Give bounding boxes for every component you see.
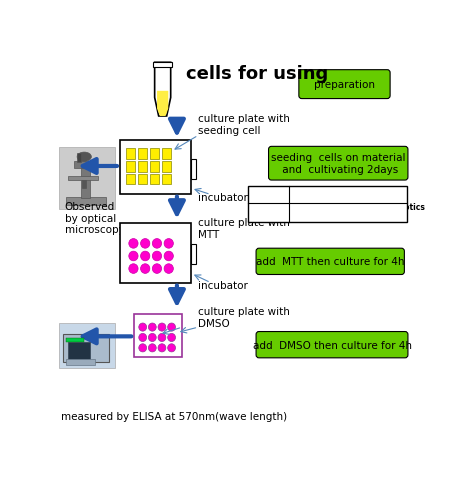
Circle shape: [139, 344, 146, 352]
Bar: [77, 154, 81, 163]
Bar: [126, 162, 135, 172]
Bar: [161, 175, 170, 185]
Circle shape: [140, 239, 150, 249]
Circle shape: [148, 324, 156, 332]
Text: Cell: Cell: [250, 191, 269, 200]
Text: preparation: preparation: [313, 80, 374, 90]
Bar: [120, 141, 191, 194]
Bar: [191, 159, 196, 180]
Text: DMEM+10%FBS+1%antibiotics
37℃ with 5% CO₂: DMEM+10%FBS+1%antibiotics 37℃ with 5% CO…: [291, 203, 424, 222]
Bar: [126, 149, 135, 159]
Circle shape: [167, 334, 175, 342]
Bar: [150, 175, 158, 185]
Circle shape: [152, 239, 161, 249]
Text: Culture
conditions: Culture conditions: [250, 204, 299, 223]
Circle shape: [158, 334, 166, 342]
FancyBboxPatch shape: [256, 332, 407, 358]
Bar: [161, 162, 170, 172]
Bar: [150, 162, 158, 172]
Text: Observed
by optical
microscopy: Observed by optical microscopy: [64, 202, 124, 235]
Bar: [66, 198, 106, 205]
Circle shape: [167, 324, 175, 332]
Bar: [80, 166, 90, 199]
Circle shape: [139, 334, 146, 342]
Text: L929 Cell: L929 Cell: [291, 191, 338, 200]
Circle shape: [148, 344, 156, 352]
Text: seeding  cells on material
 and  cultivating 2days: seeding cells on material and cultivatin…: [270, 153, 405, 175]
Bar: [73, 162, 96, 168]
Bar: [138, 175, 147, 185]
Bar: [161, 149, 170, 159]
Circle shape: [129, 252, 138, 261]
Circle shape: [148, 334, 156, 342]
Text: cells for using: cells for using: [185, 65, 328, 83]
Bar: [150, 149, 158, 159]
Circle shape: [164, 252, 173, 261]
Circle shape: [140, 252, 150, 261]
Bar: [63, 335, 109, 362]
Circle shape: [164, 239, 173, 249]
Bar: [138, 149, 147, 159]
Text: add  DMSO then culture for 4h: add DMSO then culture for 4h: [252, 340, 411, 350]
Bar: [82, 180, 86, 189]
Bar: [68, 342, 90, 359]
Bar: [138, 162, 147, 172]
FancyBboxPatch shape: [298, 71, 389, 99]
Circle shape: [158, 324, 166, 332]
Bar: [59, 324, 114, 368]
Polygon shape: [157, 92, 168, 117]
Circle shape: [167, 344, 175, 352]
Circle shape: [129, 264, 138, 274]
Text: culture plate with
seeding cell: culture plate with seeding cell: [198, 114, 290, 136]
Circle shape: [152, 264, 161, 274]
Text: incubator: incubator: [198, 193, 248, 203]
Bar: [59, 148, 114, 209]
Circle shape: [152, 252, 161, 261]
Bar: [134, 314, 182, 357]
FancyBboxPatch shape: [256, 249, 403, 275]
Bar: [120, 224, 191, 283]
Text: measured by ELISA at 570nm(wave length): measured by ELISA at 570nm(wave length): [61, 411, 286, 421]
Circle shape: [164, 264, 173, 274]
Text: culture plate with
DMSO: culture plate with DMSO: [198, 306, 290, 328]
Bar: [191, 244, 196, 264]
Circle shape: [129, 239, 138, 249]
Text: add  MTT then culture for 4h: add MTT then culture for 4h: [255, 257, 403, 267]
Bar: [152, 63, 172, 68]
Text: incubator: incubator: [198, 281, 248, 290]
Text: culture plate with
MTT: culture plate with MTT: [198, 217, 290, 239]
Bar: [126, 175, 135, 185]
Circle shape: [139, 324, 146, 332]
Circle shape: [140, 264, 150, 274]
Bar: [66, 338, 84, 342]
Circle shape: [158, 344, 166, 352]
Bar: [248, 187, 406, 222]
Bar: [66, 360, 95, 365]
FancyBboxPatch shape: [268, 147, 407, 180]
Ellipse shape: [77, 153, 91, 162]
Polygon shape: [154, 63, 170, 117]
Bar: [68, 177, 98, 180]
